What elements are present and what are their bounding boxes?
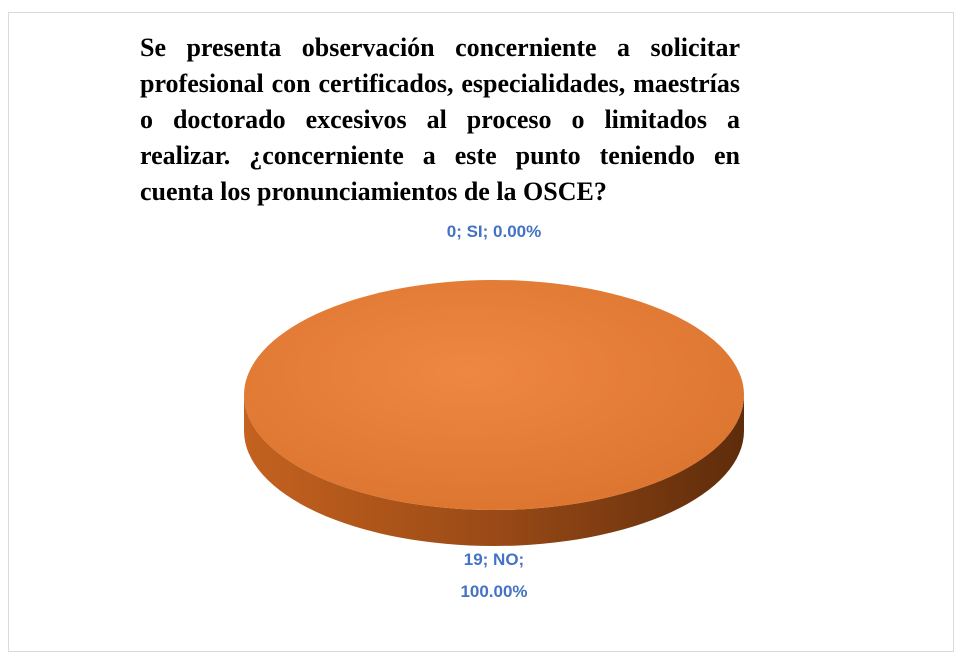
- pie-slice-side: [244, 395, 744, 546]
- pie-shade: [244, 280, 744, 510]
- data-label: 19; NO; 100.00%: [460, 550, 528, 601]
- page: Se presenta observación concerniente a s…: [8, 12, 954, 652]
- chart-title: Se presenta observación concerniente a s…: [140, 33, 740, 206]
- data-label: 0; SI; 0.00%: [446, 222, 542, 241]
- chart: [244, 280, 744, 546]
